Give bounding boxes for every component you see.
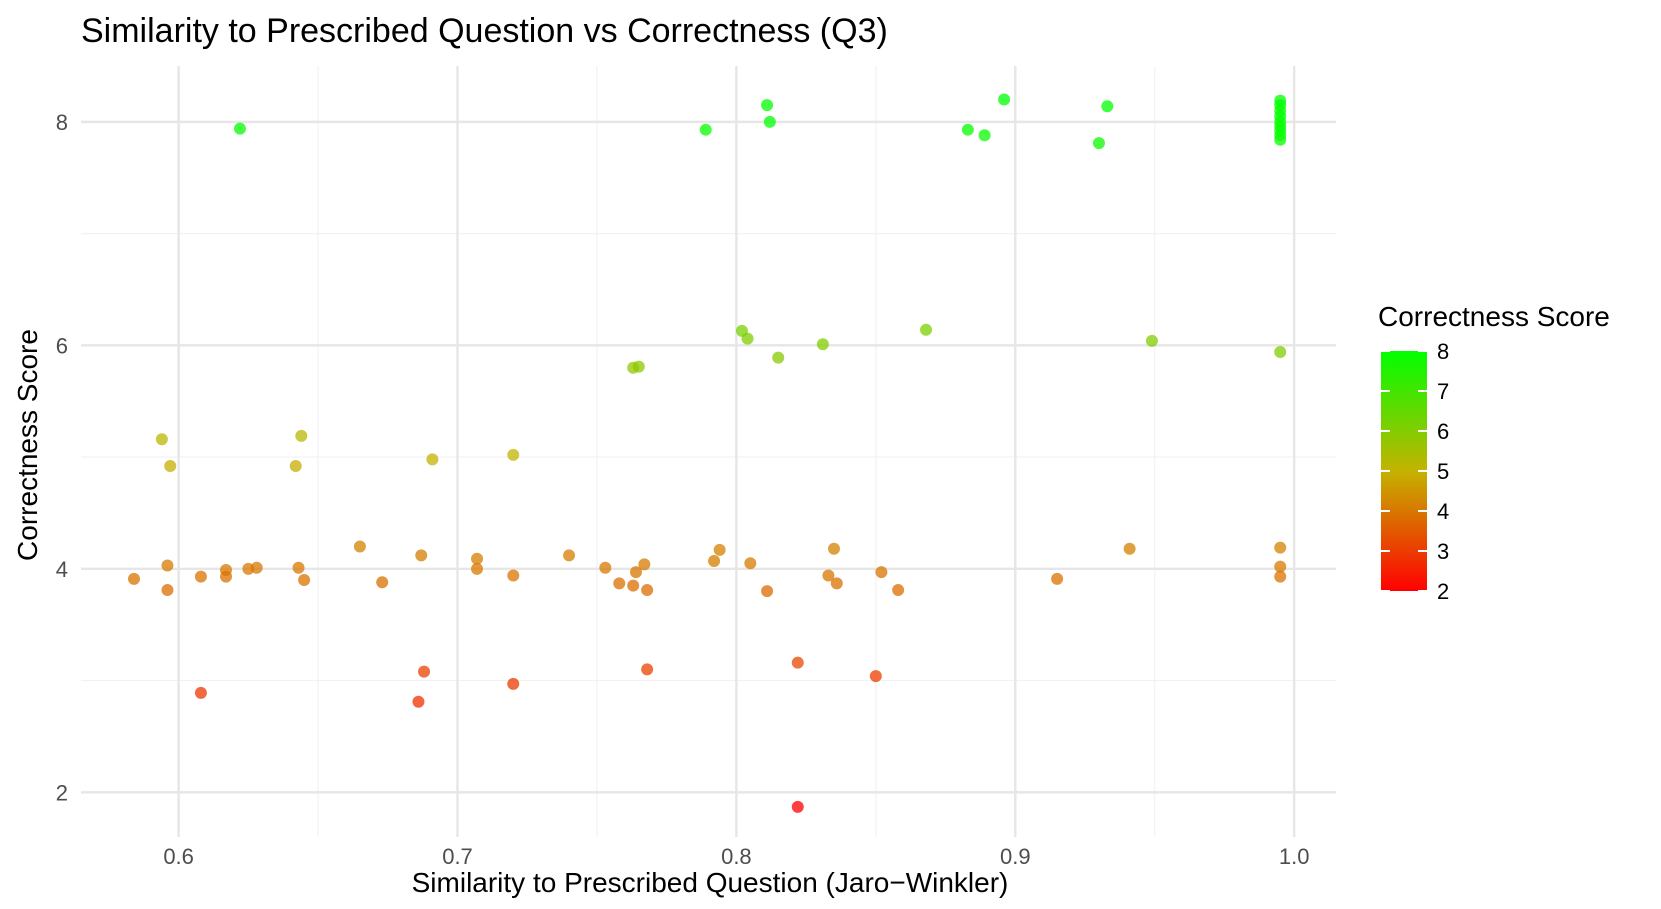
data-point: [1145, 334, 1158, 347]
data-point: [426, 453, 439, 466]
data-point: [298, 574, 311, 586]
data-point: [763, 115, 776, 128]
data-points: [127, 93, 1287, 813]
data-point: [164, 460, 177, 473]
data-point: [920, 323, 933, 336]
data-point: [412, 695, 425, 708]
data-point: [161, 559, 174, 572]
chart-title: Similarity to Prescribed Question vs Cor…: [81, 12, 888, 50]
data-point: [828, 542, 840, 555]
legend-tick-label: 7: [1437, 379, 1449, 404]
x-tick-label: 1.0: [1279, 844, 1310, 869]
data-point: [418, 665, 431, 678]
data-point: [1092, 137, 1105, 150]
x-tick-label: 0.6: [163, 844, 194, 869]
x-tick-label: 0.8: [721, 844, 752, 869]
data-point: [699, 123, 712, 136]
legend-title: Correctness Score: [1378, 301, 1610, 332]
y-tick-label: 4: [56, 557, 68, 582]
data-point: [708, 555, 721, 568]
legend-ticks: 8 7 6 5 4 3 2: [1381, 339, 1449, 604]
data-point: [998, 93, 1011, 106]
data-point: [1274, 570, 1287, 583]
data-point: [627, 579, 640, 592]
data-point: [1274, 560, 1287, 573]
data-point: [415, 549, 428, 562]
data-point: [613, 577, 626, 590]
x-tick-label: 0.7: [442, 844, 473, 869]
legend-tick-label: 2: [1437, 579, 1449, 604]
data-point: [869, 670, 882, 683]
data-point: [638, 558, 651, 571]
y-tick-label: 6: [56, 333, 68, 358]
data-point: [292, 561, 305, 574]
data-point: [194, 686, 207, 699]
data-point: [507, 448, 520, 461]
data-point: [961, 123, 974, 136]
data-point: [471, 552, 484, 565]
data-point: [376, 576, 389, 589]
data-point: [295, 429, 308, 442]
data-point: [155, 433, 168, 446]
x-axis-title: Similarity to Prescribed Question (Jaro−…: [412, 867, 1009, 898]
data-point: [744, 557, 757, 570]
data-point: [978, 129, 991, 142]
data-point: [233, 122, 246, 135]
data-point: [761, 585, 774, 598]
data-point: [641, 663, 654, 676]
legend: Correctness Score 8 7 6 5 4 3 2: [1378, 301, 1610, 604]
data-point: [471, 562, 484, 575]
data-point: [507, 677, 520, 690]
data-point: [1051, 572, 1064, 585]
data-point: [161, 584, 174, 597]
legend-tick-label: 8: [1437, 339, 1449, 364]
data-point: [629, 566, 642, 579]
x-axis-ticks: 0.6 0.7 0.8 0.9 1.0: [163, 844, 1309, 869]
data-point: [772, 351, 785, 364]
data-point: [816, 338, 829, 351]
grid-lines: [81, 66, 1336, 837]
data-point: [1274, 541, 1287, 554]
data-point: [741, 332, 754, 345]
legend-tick-label: 4: [1437, 499, 1449, 524]
data-point: [791, 800, 804, 813]
data-point: [220, 570, 233, 583]
x-tick-label: 0.9: [1000, 844, 1031, 869]
data-point: [507, 569, 520, 582]
data-point: [713, 543, 726, 556]
data-point: [250, 561, 263, 574]
data-point: [875, 566, 888, 579]
legend-tick-label: 6: [1437, 419, 1449, 444]
data-point: [289, 460, 302, 473]
legend-tick-label: 3: [1437, 539, 1449, 564]
y-axis-ticks: 2 4 6 8: [56, 110, 68, 805]
data-point: [761, 99, 774, 112]
y-tick-label: 2: [56, 780, 68, 805]
data-point: [830, 577, 843, 590]
data-point: [1101, 100, 1114, 113]
legend-tick-label: 5: [1437, 459, 1449, 484]
data-point: [1274, 133, 1287, 146]
data-point: [892, 584, 905, 597]
data-point: [599, 561, 612, 574]
data-point: [563, 549, 576, 562]
data-point: [641, 584, 654, 597]
data-point: [822, 569, 835, 582]
data-point: [632, 360, 645, 373]
y-tick-label: 8: [56, 110, 68, 135]
data-point: [353, 540, 366, 553]
data-point: [127, 572, 140, 585]
data-point: [791, 656, 804, 669]
data-point: [194, 570, 207, 583]
data-point: [1274, 346, 1287, 359]
y-axis-title: Correctness Score: [12, 329, 43, 561]
data-point: [1123, 542, 1136, 555]
